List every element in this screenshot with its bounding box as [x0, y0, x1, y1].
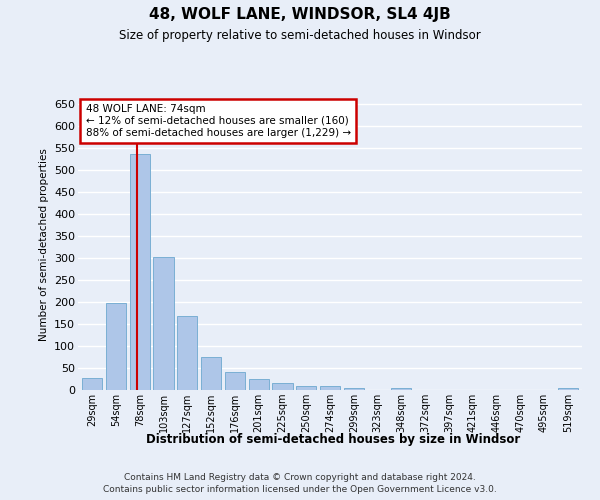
- Bar: [154, 258, 173, 390]
- Bar: [177, 316, 197, 390]
- Bar: [391, 388, 412, 390]
- Y-axis label: Number of semi-detached properties: Number of semi-detached properties: [38, 148, 49, 342]
- Bar: [272, 384, 293, 390]
- Text: 48 WOLF LANE: 74sqm
← 12% of semi-detached houses are smaller (160)
88% of semi-: 48 WOLF LANE: 74sqm ← 12% of semi-detach…: [86, 104, 350, 138]
- Text: 48, WOLF LANE, WINDSOR, SL4 4JB: 48, WOLF LANE, WINDSOR, SL4 4JB: [149, 8, 451, 22]
- Text: Contains public sector information licensed under the Open Government Licence v3: Contains public sector information licen…: [103, 485, 497, 494]
- Bar: [248, 378, 269, 390]
- Bar: [82, 378, 103, 390]
- Bar: [296, 386, 316, 390]
- Bar: [130, 154, 150, 390]
- Text: Distribution of semi-detached houses by size in Windsor: Distribution of semi-detached houses by …: [146, 432, 520, 446]
- Bar: [225, 372, 245, 390]
- Bar: [344, 388, 364, 390]
- Bar: [557, 388, 578, 390]
- Bar: [320, 386, 340, 390]
- Text: Contains HM Land Registry data © Crown copyright and database right 2024.: Contains HM Land Registry data © Crown c…: [124, 472, 476, 482]
- Text: Size of property relative to semi-detached houses in Windsor: Size of property relative to semi-detach…: [119, 29, 481, 42]
- Bar: [106, 303, 126, 390]
- Bar: [201, 358, 221, 390]
